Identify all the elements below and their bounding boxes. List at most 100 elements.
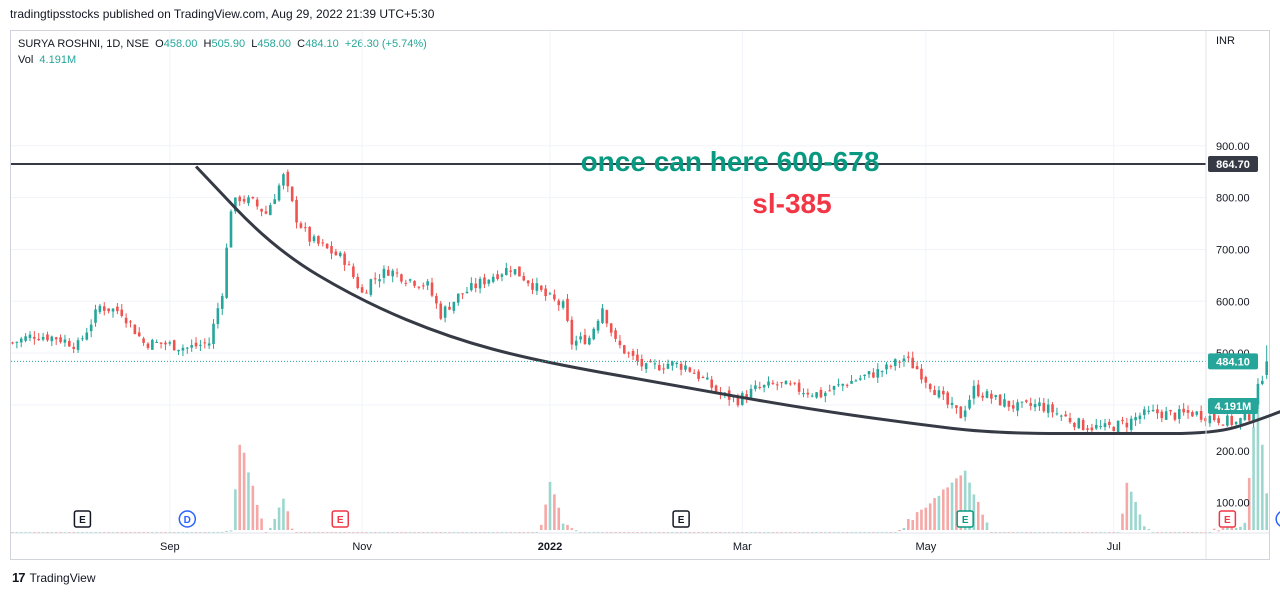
candle-body [1195, 411, 1199, 415]
volume-bar [426, 531, 429, 533]
candle-body [1121, 420, 1124, 422]
vol-label[interactable]: Vol [18, 54, 34, 66]
volume-bar [1199, 531, 1203, 533]
candle-body [1234, 421, 1238, 425]
candle-body [902, 358, 906, 362]
candle-body [1112, 427, 1116, 432]
volume-bar [1186, 531, 1190, 533]
candle-body [1212, 413, 1216, 421]
dividend-icon [178, 510, 197, 528]
candle-body [885, 364, 888, 370]
candle-body [426, 281, 429, 286]
volume-bar [1125, 482, 1129, 530]
volume-bar [347, 531, 351, 533]
candle-body [177, 349, 180, 352]
volume-bar [1038, 531, 1041, 533]
candle-body [33, 336, 36, 339]
open-label: O [155, 38, 164, 50]
candle-body [815, 392, 818, 398]
candle-body [854, 380, 858, 382]
candle-body [924, 377, 928, 383]
volume-bar [1247, 477, 1251, 530]
candle-body [1243, 412, 1247, 420]
candle-body [378, 279, 381, 282]
volume-bar [1020, 531, 1024, 533]
candle-body [382, 268, 386, 278]
volume-bar [378, 531, 381, 533]
candle-body [308, 226, 311, 242]
candle-body [588, 337, 591, 345]
candle-body [566, 298, 569, 321]
candle-body [771, 382, 775, 384]
volume-bar [439, 531, 443, 533]
footer-brand: 17 TradingView [12, 570, 96, 585]
volume-bar [1217, 530, 1220, 532]
volume-bar [1243, 522, 1247, 530]
volume-bar [832, 531, 836, 533]
volume-bar [116, 531, 119, 533]
volume-bar [15, 531, 19, 533]
volume-bar [465, 531, 469, 533]
candle-body [640, 358, 644, 367]
volume-bar [662, 531, 665, 533]
volume-bar [845, 531, 849, 533]
candle-body [623, 345, 626, 354]
candle-body [242, 199, 246, 202]
volume-bar [443, 531, 447, 533]
candle-body [216, 308, 220, 325]
volume-bar [793, 531, 797, 533]
candle-body [710, 379, 713, 388]
candle-body [1164, 411, 1168, 420]
volume-bar [544, 504, 547, 530]
volume-bar [522, 531, 526, 533]
time-tick-label: Sep [160, 541, 180, 553]
symbol-legend: SURYA ROSHNI, 1D, NSE O458.00 H505.90 L4… [18, 36, 427, 68]
volume-bar [671, 531, 674, 533]
candle-body [657, 364, 661, 371]
volume-bar [684, 531, 687, 533]
volume-bar [758, 531, 762, 533]
volume-bar [1239, 526, 1242, 530]
candle-body [959, 406, 963, 419]
candle-body [701, 377, 705, 379]
candle-body [1182, 408, 1185, 413]
volume-bar [596, 531, 600, 533]
volume-bar [360, 531, 364, 533]
volume-bar [120, 531, 124, 533]
candle-body [11, 342, 14, 344]
candle-body [238, 196, 242, 202]
volume-bar [1055, 531, 1059, 533]
volume-bar [220, 531, 224, 533]
volume-bar [1151, 531, 1155, 533]
candle-body [832, 386, 836, 390]
volume-tick-label: 100.00 [1216, 497, 1250, 509]
volume-bar [255, 504, 259, 530]
candle-body [159, 342, 163, 344]
candle-body [688, 367, 692, 372]
candle-body [1129, 418, 1133, 430]
candle-body [151, 339, 154, 350]
time-axis: SepNov2022MarMayJulSepNov2023 [160, 541, 1121, 553]
candle-body [1134, 417, 1137, 421]
volume-bar [649, 531, 652, 533]
volume-bar [911, 520, 915, 530]
candle-body [1230, 416, 1234, 426]
candle-body [68, 340, 71, 347]
volume-row: Vol 4.191M [18, 52, 427, 68]
volume-bar [1086, 531, 1089, 533]
candle-body [400, 274, 403, 282]
candle-body [1116, 420, 1120, 434]
candle-body [76, 340, 80, 350]
candle-body [1029, 403, 1033, 406]
symbol-title[interactable]: SURYA ROSHNI, 1D, NSE [18, 38, 150, 50]
high-value: 505.90 [211, 38, 246, 50]
earnings-icon [1218, 510, 1237, 528]
candle-body [369, 279, 373, 295]
volume-bar [1003, 531, 1006, 533]
candle-body [841, 384, 845, 386]
tradingview-wordmark[interactable]: TradingView [29, 570, 96, 585]
volume-bar [264, 531, 268, 533]
resistance-tag-bg [1208, 156, 1258, 173]
volume-bar [955, 478, 958, 530]
